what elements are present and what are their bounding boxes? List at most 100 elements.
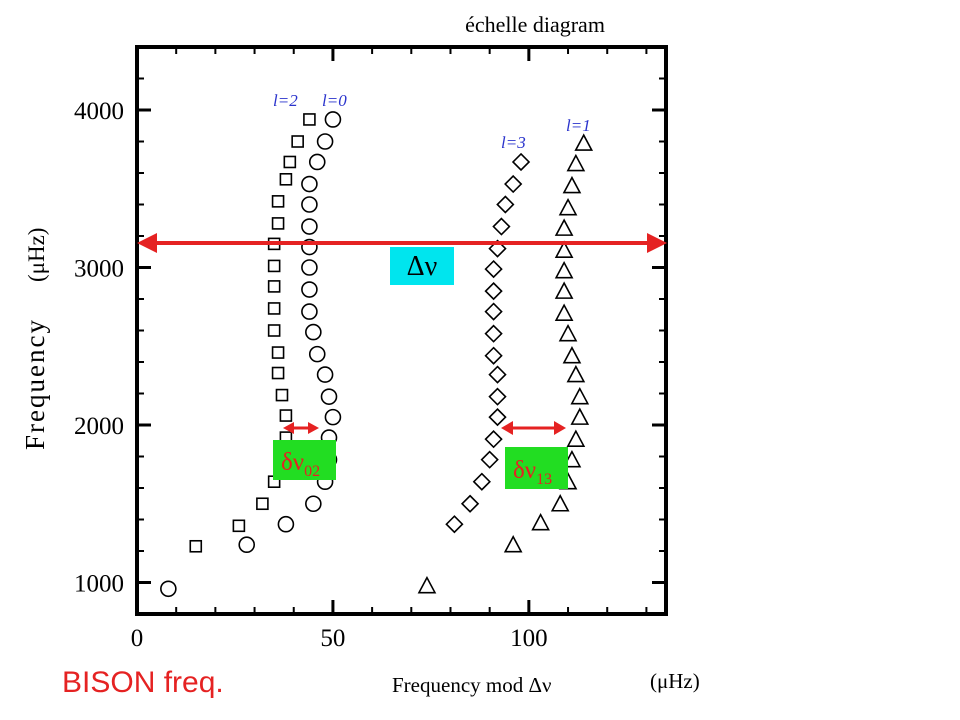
data-point-circle	[324, 408, 342, 426]
data-point-triangle	[554, 218, 574, 236]
delta-nu-02-box	[273, 440, 336, 480]
data-point-square	[271, 217, 285, 230]
data-point-triangle	[558, 197, 578, 216]
data-point-triangle	[531, 512, 550, 531]
data-point-circle	[277, 515, 295, 533]
delta-nu-label: Δν	[407, 251, 438, 282]
bison-label: BISON freq.	[62, 666, 224, 699]
data-point-square	[271, 195, 285, 208]
data-point-circle	[301, 218, 318, 235]
data-point-circle	[238, 536, 256, 554]
data-point-triangle	[550, 494, 570, 512]
data-point-square	[189, 539, 203, 553]
data-point-triangle	[574, 133, 594, 151]
data-point-triangle	[570, 407, 590, 425]
y-tick-label: 4000	[74, 98, 124, 125]
data-point-triangle	[554, 303, 574, 321]
data-point-diamond	[504, 174, 523, 194]
data-point-triangle	[562, 175, 582, 194]
delta-nu-13-subscript: 13	[536, 471, 552, 488]
data-point-circle	[305, 495, 322, 513]
data-point-triangle	[566, 429, 586, 447]
chart-title: échelle diagram	[465, 12, 605, 37]
series-l3	[445, 152, 531, 534]
data-point-circle	[308, 345, 326, 363]
data-point-diamond	[488, 365, 507, 384]
y-tick-label: 2000	[74, 413, 124, 440]
data-point-square	[283, 155, 297, 169]
data-point-triangle	[554, 281, 574, 299]
data-point-square	[267, 259, 281, 273]
data-point-circle	[301, 281, 318, 298]
data-point-circle	[301, 238, 318, 256]
data-point-square	[303, 113, 316, 126]
data-point-diamond	[488, 407, 507, 427]
data-point-square	[267, 324, 281, 337]
data-point-diamond	[484, 346, 503, 365]
data-point-circle	[324, 111, 342, 128]
series-label-l3: l=3	[501, 133, 526, 152]
delta-nu-02-subscript: 02	[304, 463, 320, 480]
data-point-diamond	[496, 195, 515, 214]
data-point-circle	[316, 366, 334, 383]
data-point-square	[232, 519, 246, 533]
delta-nu-arrow	[137, 233, 667, 253]
series-label-l2: l=2	[273, 91, 298, 110]
data-point-triangle	[417, 575, 437, 594]
x-axis-unit: (μHz)	[650, 669, 700, 693]
delta-nu-13-arrow	[501, 421, 566, 435]
axis-ticks: 1000 2000 3000 4000 0 50 100	[74, 46, 666, 652]
data-point-circle	[301, 175, 318, 193]
data-point-triangle	[566, 153, 586, 172]
data-point-triangle	[554, 260, 574, 279]
data-point-circle	[301, 196, 318, 213]
y-axis-label: Frequency	[20, 318, 50, 450]
data-point-circle	[308, 153, 326, 171]
data-point-triangle	[558, 323, 578, 342]
data-point-triangle	[503, 535, 523, 553]
x-tick-label: 100	[510, 625, 548, 652]
data-point-diamond	[484, 259, 503, 279]
data-point-diamond	[484, 302, 503, 321]
delta-nu-box	[390, 247, 454, 285]
delta-nu-13-box	[505, 447, 568, 489]
data-point-square	[256, 497, 269, 511]
data-point-triangle	[562, 346, 582, 364]
data-point-diamond	[511, 152, 531, 172]
y-tick-label: 1000	[74, 571, 124, 598]
data-point-diamond	[484, 281, 503, 301]
delta-nu-02-label: δν02	[281, 449, 320, 480]
delta-nu-13-label: δν13	[513, 457, 552, 488]
data-point-triangle	[566, 364, 586, 383]
data-point-square	[271, 366, 285, 380]
data-point-circle	[305, 323, 322, 341]
series-l1	[417, 133, 594, 594]
data-point-circle	[316, 133, 334, 150]
series-label-l0: l=0	[322, 91, 347, 110]
series-marks	[160, 111, 594, 598]
series-label-l1: l=1	[566, 116, 591, 135]
data-point-triangle	[570, 386, 590, 405]
x-tick-label: 50	[320, 625, 345, 652]
data-point-diamond	[460, 494, 480, 513]
data-point-square	[279, 409, 293, 422]
data-point-diamond	[492, 217, 511, 236]
data-point-diamond	[488, 239, 507, 258]
data-point-square	[279, 173, 293, 186]
data-point-square	[275, 388, 289, 402]
x-axis-label: Frequency mod Δν	[392, 673, 551, 697]
delta-nu-02-symbol: δν	[281, 449, 304, 476]
data-point-circle	[160, 580, 177, 598]
data-point-square	[267, 280, 281, 293]
data-point-diamond	[480, 450, 499, 469]
data-point-circle	[301, 303, 318, 320]
y-tick-label: 3000	[74, 256, 124, 283]
data-point-diamond	[488, 387, 507, 406]
delta-nu-13-symbol: δν	[513, 457, 536, 484]
series-l0	[160, 111, 342, 598]
data-point-diamond	[484, 430, 503, 449]
y-axis-unit: (μHz)	[24, 228, 49, 282]
data-point-circle	[320, 388, 338, 405]
delta-nu-02-arrow	[283, 422, 319, 434]
